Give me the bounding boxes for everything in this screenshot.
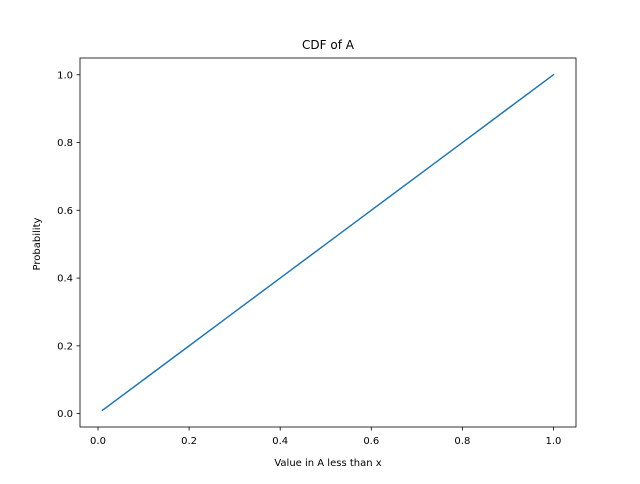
plot-area [101,73,555,412]
x-tick-label: 1.0 [546,436,562,447]
y-tick-label: 1.0 [57,70,73,81]
x-tick-label: 0.4 [272,436,288,447]
y-tick-label: 0.0 [57,409,73,420]
x-tick-label: 0.8 [454,436,470,447]
x-tick-label: 0.0 [90,436,106,447]
x-axis-label: Value in A less than x [274,458,381,469]
x-axis-ticks: 0.0 0.2 0.4 0.6 0.8 1.0 [90,427,561,447]
y-tick-label: 0.4 [57,274,73,285]
y-tick-label: 0.8 [57,138,73,149]
chart-title: CDF of A [302,38,355,52]
y-axis-ticks: 0.0 0.2 0.4 0.6 0.8 1.0 [57,70,80,420]
axes-frame [79,57,577,428]
x-tick-label: 0.2 [181,436,197,447]
y-tick-label: 0.2 [57,341,73,352]
y-axis-label: Probability [32,217,43,270]
y-tick-label: 0.6 [57,206,73,217]
series-line-0 [101,73,555,412]
x-tick-label: 0.6 [363,436,379,447]
